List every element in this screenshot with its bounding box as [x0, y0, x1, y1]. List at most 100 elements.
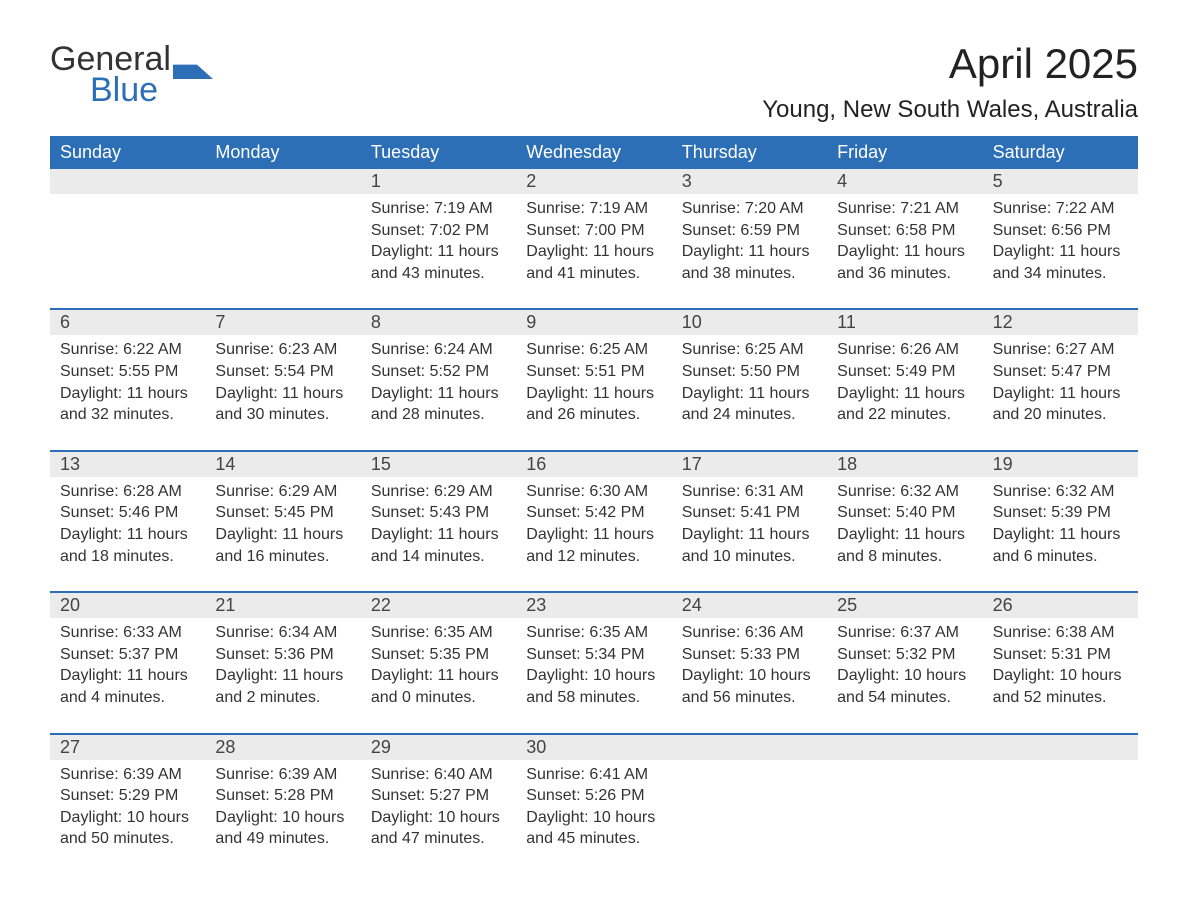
weekday-header: Thursday [672, 136, 827, 169]
day-number: 14 [205, 452, 360, 477]
day-number: 1 [361, 169, 516, 194]
day-cell: Sunrise: 6:37 AMSunset: 5:32 PMDaylight:… [827, 618, 982, 714]
daynum-strip: 12345 [50, 169, 1138, 194]
day-cell [205, 194, 360, 290]
daylight-line: Daylight: 10 hours and 47 minutes. [371, 807, 506, 850]
day-number: 10 [672, 310, 827, 335]
sunset-line: Sunset: 5:40 PM [837, 502, 972, 524]
daylight-line: Daylight: 11 hours and 6 minutes. [993, 524, 1128, 567]
sunrise-line: Sunrise: 6:35 AM [371, 622, 506, 644]
daylight-line: Daylight: 11 hours and 4 minutes. [60, 665, 195, 708]
day-cell: Sunrise: 6:23 AMSunset: 5:54 PMDaylight:… [205, 335, 360, 431]
day-cell [983, 760, 1138, 856]
daylight-line: Daylight: 11 hours and 22 minutes. [837, 383, 972, 426]
daynum-strip: 13141516171819 [50, 452, 1138, 477]
weekday-header: Saturday [983, 136, 1138, 169]
sunset-line: Sunset: 5:27 PM [371, 785, 506, 807]
daylight-line: Daylight: 10 hours and 56 minutes. [682, 665, 817, 708]
sunset-line: Sunset: 5:52 PM [371, 361, 506, 383]
day-cell: Sunrise: 7:21 AMSunset: 6:58 PMDaylight:… [827, 194, 982, 290]
day-cell: Sunrise: 7:20 AMSunset: 6:59 PMDaylight:… [672, 194, 827, 290]
week-row: 20212223242526Sunrise: 6:33 AMSunset: 5:… [50, 591, 1138, 714]
day-number [672, 735, 827, 760]
sunset-line: Sunset: 5:32 PM [837, 644, 972, 666]
sunset-line: Sunset: 5:31 PM [993, 644, 1128, 666]
calendar: SundayMondayTuesdayWednesdayThursdayFrid… [50, 136, 1138, 856]
daylight-line: Daylight: 11 hours and 0 minutes. [371, 665, 506, 708]
daylight-line: Daylight: 10 hours and 58 minutes. [526, 665, 661, 708]
sunrise-line: Sunrise: 6:28 AM [60, 481, 195, 503]
day-cell [50, 194, 205, 290]
sunrise-line: Sunrise: 7:20 AM [682, 198, 817, 220]
day-cell: Sunrise: 6:39 AMSunset: 5:28 PMDaylight:… [205, 760, 360, 856]
daylight-line: Daylight: 10 hours and 54 minutes. [837, 665, 972, 708]
sunrise-line: Sunrise: 7:21 AM [837, 198, 972, 220]
sunset-line: Sunset: 5:29 PM [60, 785, 195, 807]
day-number: 19 [983, 452, 1138, 477]
daylight-line: Daylight: 11 hours and 16 minutes. [215, 524, 350, 567]
sunrise-line: Sunrise: 7:19 AM [526, 198, 661, 220]
day-cell: Sunrise: 6:27 AMSunset: 5:47 PMDaylight:… [983, 335, 1138, 431]
day-number: 13 [50, 452, 205, 477]
sunrise-line: Sunrise: 6:23 AM [215, 339, 350, 361]
weekday-header-row: SundayMondayTuesdayWednesdayThursdayFrid… [50, 136, 1138, 169]
sunset-line: Sunset: 5:37 PM [60, 644, 195, 666]
sunrise-line: Sunrise: 6:36 AM [682, 622, 817, 644]
sunset-line: Sunset: 5:54 PM [215, 361, 350, 383]
daylight-line: Daylight: 11 hours and 26 minutes. [526, 383, 661, 426]
day-number [983, 735, 1138, 760]
month-title: April 2025 [762, 40, 1138, 88]
day-cell: Sunrise: 6:38 AMSunset: 5:31 PMDaylight:… [983, 618, 1138, 714]
sunrise-line: Sunrise: 6:40 AM [371, 764, 506, 786]
daylight-line: Daylight: 11 hours and 10 minutes. [682, 524, 817, 567]
week-row: 6789101112 Sunrise: 6:22 AMSunset: 5:55 P… [50, 308, 1138, 431]
daylight-line: Daylight: 11 hours and 2 minutes. [215, 665, 350, 708]
daylight-line: Daylight: 10 hours and 52 minutes. [993, 665, 1128, 708]
sunrise-line: Sunrise: 6:38 AM [993, 622, 1128, 644]
day-cell [672, 760, 827, 856]
daylight-line: Daylight: 10 hours and 50 minutes. [60, 807, 195, 850]
daylight-line: Daylight: 11 hours and 34 minutes. [993, 241, 1128, 284]
sunrise-line: Sunrise: 6:37 AM [837, 622, 972, 644]
sunrise-line: Sunrise: 6:34 AM [215, 622, 350, 644]
day-number: 30 [516, 735, 671, 760]
sunset-line: Sunset: 5:51 PM [526, 361, 661, 383]
sunrise-line: Sunrise: 6:29 AM [371, 481, 506, 503]
day-cell: Sunrise: 6:30 AMSunset: 5:42 PMDaylight:… [516, 477, 671, 573]
day-number: 6 [50, 310, 205, 335]
daylight-line: Daylight: 11 hours and 14 minutes. [371, 524, 506, 567]
weekday-header: Monday [205, 136, 360, 169]
day-cell: Sunrise: 7:19 AMSunset: 7:00 PMDaylight:… [516, 194, 671, 290]
daylight-line: Daylight: 11 hours and 12 minutes. [526, 524, 661, 567]
daylight-line: Daylight: 11 hours and 28 minutes. [371, 383, 506, 426]
day-cell: Sunrise: 6:39 AMSunset: 5:29 PMDaylight:… [50, 760, 205, 856]
daylight-line: Daylight: 11 hours and 30 minutes. [215, 383, 350, 426]
daylight-line: Daylight: 10 hours and 45 minutes. [526, 807, 661, 850]
sunrise-line: Sunrise: 6:22 AM [60, 339, 195, 361]
sunrise-line: Sunrise: 7:22 AM [993, 198, 1128, 220]
daynum-strip: 6789101112 [50, 310, 1138, 335]
day-cell: Sunrise: 6:32 AMSunset: 5:39 PMDaylight:… [983, 477, 1138, 573]
logo: General Blue [50, 40, 213, 110]
daylight-line: Daylight: 11 hours and 36 minutes. [837, 241, 972, 284]
sunset-line: Sunset: 5:42 PM [526, 502, 661, 524]
day-number: 16 [516, 452, 671, 477]
sunrise-line: Sunrise: 6:35 AM [526, 622, 661, 644]
day-cell: Sunrise: 6:24 AMSunset: 5:52 PMDaylight:… [361, 335, 516, 431]
sunset-line: Sunset: 5:39 PM [993, 502, 1128, 524]
day-cell: Sunrise: 6:34 AMSunset: 5:36 PMDaylight:… [205, 618, 360, 714]
sunset-line: Sunset: 5:36 PM [215, 644, 350, 666]
weekday-header: Friday [827, 136, 982, 169]
sunset-line: Sunset: 5:34 PM [526, 644, 661, 666]
sunset-line: Sunset: 5:49 PM [837, 361, 972, 383]
daylight-line: Daylight: 11 hours and 43 minutes. [371, 241, 506, 284]
sunrise-line: Sunrise: 6:39 AM [215, 764, 350, 786]
sunrise-line: Sunrise: 6:32 AM [837, 481, 972, 503]
sunset-line: Sunset: 5:55 PM [60, 361, 195, 383]
sunrise-line: Sunrise: 6:30 AM [526, 481, 661, 503]
day-cell: Sunrise: 6:36 AMSunset: 5:33 PMDaylight:… [672, 618, 827, 714]
day-number: 20 [50, 593, 205, 618]
daylight-line: Daylight: 10 hours and 49 minutes. [215, 807, 350, 850]
day-cell: Sunrise: 6:31 AMSunset: 5:41 PMDaylight:… [672, 477, 827, 573]
day-number: 29 [361, 735, 516, 760]
